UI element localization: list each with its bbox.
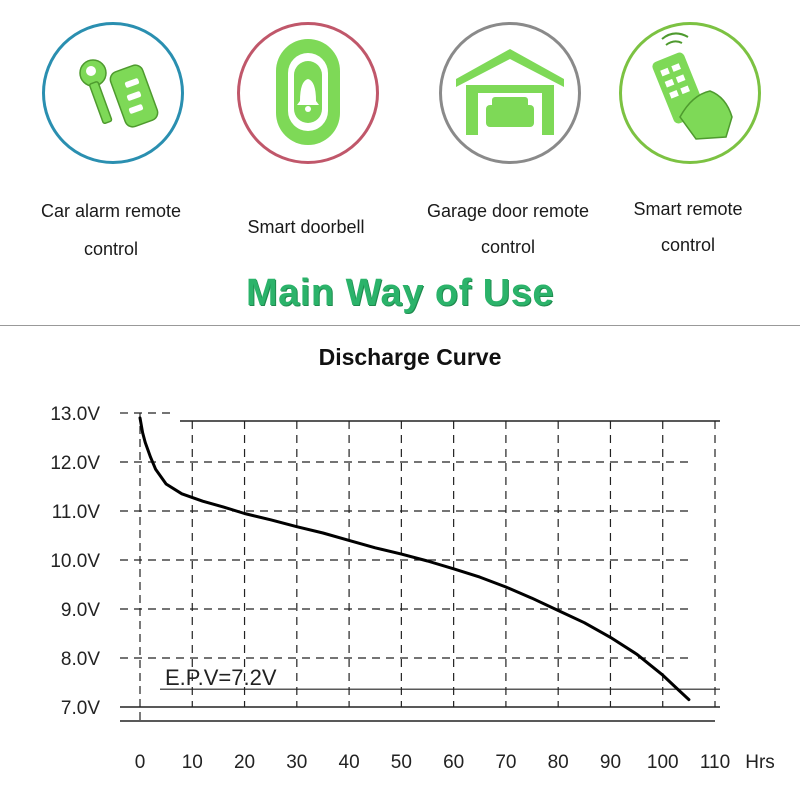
y-tick-label: 8.0V bbox=[61, 649, 100, 670]
x-tick-label: 30 bbox=[286, 752, 307, 773]
use-label-line2: control bbox=[83, 239, 139, 259]
hand-remote-icon bbox=[619, 22, 761, 164]
y-tick-label: 7.0V bbox=[61, 698, 100, 719]
chart-title: Discharge Curve bbox=[318, 344, 502, 370]
discharge-line bbox=[138, 416, 691, 702]
x-tick-label: 70 bbox=[495, 752, 516, 773]
epv-annotation: E.P.V=7.2V bbox=[165, 665, 277, 690]
use-item-doorbell: Smart doorbell bbox=[211, 0, 401, 270]
divider bbox=[0, 325, 800, 326]
discharge-curve-chart: 7.0V 8.0V 9.0V 10.0V 11.0V 12.0V 13.0V 0 10 20 30 4… bbox=[50, 404, 775, 773]
y-tick-label: 9.0V bbox=[61, 600, 100, 621]
x-tick-label: 90 bbox=[600, 752, 621, 773]
x-tick-label: 80 bbox=[548, 752, 569, 773]
garage-icon bbox=[439, 22, 581, 164]
y-tick-label: 11.0V bbox=[52, 502, 101, 523]
x-tick-label: 40 bbox=[339, 752, 360, 773]
car-key-remote-icon bbox=[42, 22, 184, 164]
x-tick-label: 110 bbox=[700, 752, 730, 773]
x-tick-label: 60 bbox=[443, 752, 464, 773]
use-label-line1: Garage door remote bbox=[426, 201, 590, 221]
use-item-car-alarm: Car alarm remote control bbox=[16, 0, 206, 270]
x-tick-label: 100 bbox=[647, 752, 679, 773]
use-label-line1: Car alarm remote bbox=[40, 201, 182, 221]
x-tick-label: 0 bbox=[135, 752, 146, 773]
use-label-line1: Smart doorbell bbox=[247, 217, 365, 237]
use-label-line1: Smart remote bbox=[633, 199, 743, 219]
y-tick-label: 10.0V bbox=[50, 551, 100, 572]
use-item-smart-remote: Smart remote control bbox=[593, 0, 783, 270]
x-tick-label: 50 bbox=[391, 752, 412, 773]
use-label-line2: control bbox=[480, 237, 536, 257]
doorbell-icon bbox=[237, 22, 379, 164]
use-label-line2: control bbox=[660, 235, 716, 255]
x-axis-label: Hrs bbox=[745, 752, 775, 773]
y-tick-label: 12.0V bbox=[50, 453, 100, 474]
x-tick-label: 20 bbox=[234, 752, 255, 773]
y-tick-label: 13.0V bbox=[50, 404, 100, 425]
usage-section: Car alarm remote control Smart doorbell bbox=[0, 0, 800, 270]
x-tick-label: 10 bbox=[182, 752, 203, 773]
section-title: Main Way of Use bbox=[245, 272, 555, 314]
use-item-garage: Garage door remote control bbox=[413, 0, 603, 270]
